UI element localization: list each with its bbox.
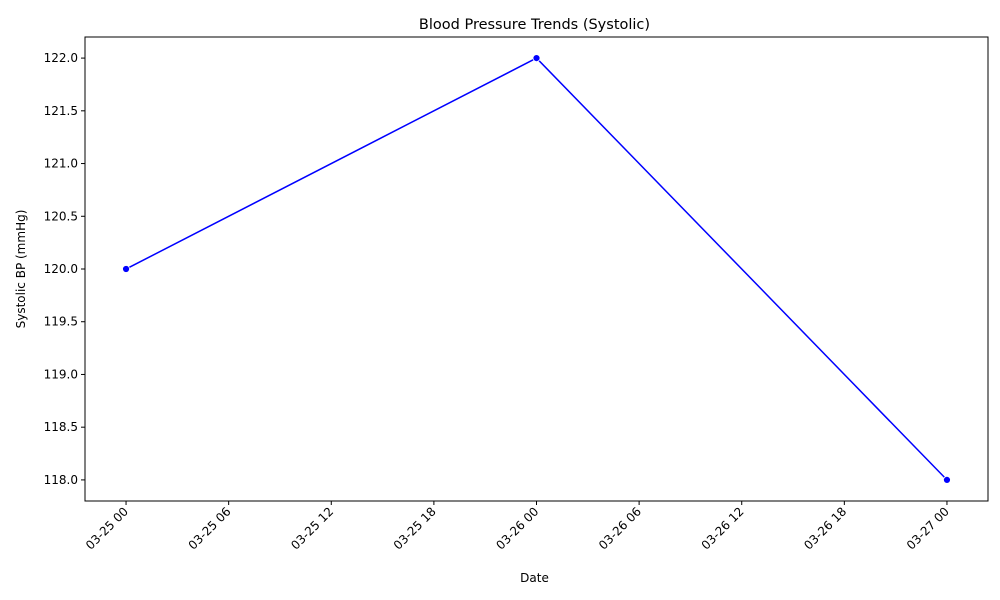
x-tick-label: 03-25 18 xyxy=(391,504,439,552)
y-tick-label: 118.0 xyxy=(44,473,78,487)
chart-title: Blood Pressure Trends (Systolic) xyxy=(419,17,650,33)
x-tick-label: 03-25 00 xyxy=(83,504,131,552)
data-point xyxy=(122,265,130,273)
x-tick-label: 03-26 12 xyxy=(699,504,747,552)
y-tick-label: 119.0 xyxy=(44,367,78,381)
series-line xyxy=(125,57,948,481)
x-tick-label: 03-27 00 xyxy=(904,504,952,552)
data-point xyxy=(532,54,541,62)
y-tick-label: 118.5 xyxy=(44,420,78,434)
y-axis-title: Systolic BP (mmHg) xyxy=(14,210,28,329)
y-tick-label: 120.5 xyxy=(44,209,78,223)
y-tick-label: 119.5 xyxy=(44,315,78,329)
x-axis-title: Date xyxy=(520,571,549,585)
x-tick-label: 03-25 12 xyxy=(288,504,336,552)
x-axis: 03-25 00 03-25 06 03-25 12 03-25 18 03-26 00… xyxy=(83,501,952,552)
y-tick-label: 120.0 xyxy=(44,262,78,276)
y-tick-label: 121.5 xyxy=(44,104,78,118)
y-tick-label: 121.0 xyxy=(44,157,78,171)
y-tick-label: 122.0 xyxy=(44,51,78,65)
plot-area xyxy=(122,54,951,484)
x-tick-label: 03-26 06 xyxy=(596,504,644,552)
y-axis: 118.0 118.5 119.0 119.5 120.0 120.5 121.0 121.5… xyxy=(44,51,85,487)
x-tick-label: 03-26 00 xyxy=(493,504,541,552)
x-tick-label: 03-25 06 xyxy=(186,504,234,552)
x-tick-label: 03-26 18 xyxy=(801,504,849,552)
plot-frame xyxy=(84,36,989,502)
data-point xyxy=(943,476,951,484)
